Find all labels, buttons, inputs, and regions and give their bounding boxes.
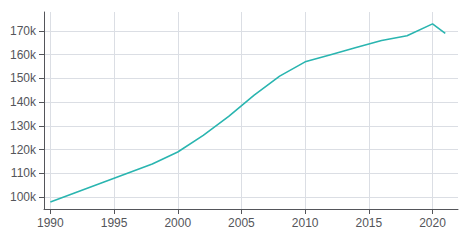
svg-text:110k: 110k — [11, 166, 37, 180]
svg-text:2010: 2010 — [292, 216, 319, 230]
svg-text:130k: 130k — [10, 119, 37, 133]
svg-text:150k: 150k — [10, 71, 37, 85]
svg-text:120k: 120k — [10, 143, 37, 157]
svg-text:2020: 2020 — [419, 216, 446, 230]
svg-text:2015: 2015 — [355, 216, 382, 230]
svg-text:2005: 2005 — [228, 216, 255, 230]
svg-text:170k: 170k — [10, 24, 37, 38]
svg-text:2000: 2000 — [164, 216, 191, 230]
svg-text:100k: 100k — [10, 190, 37, 204]
svg-text:160k: 160k — [10, 48, 37, 62]
svg-text:1990: 1990 — [37, 216, 64, 230]
svg-text:1995: 1995 — [101, 216, 128, 230]
svg-text:140k: 140k — [10, 95, 37, 109]
